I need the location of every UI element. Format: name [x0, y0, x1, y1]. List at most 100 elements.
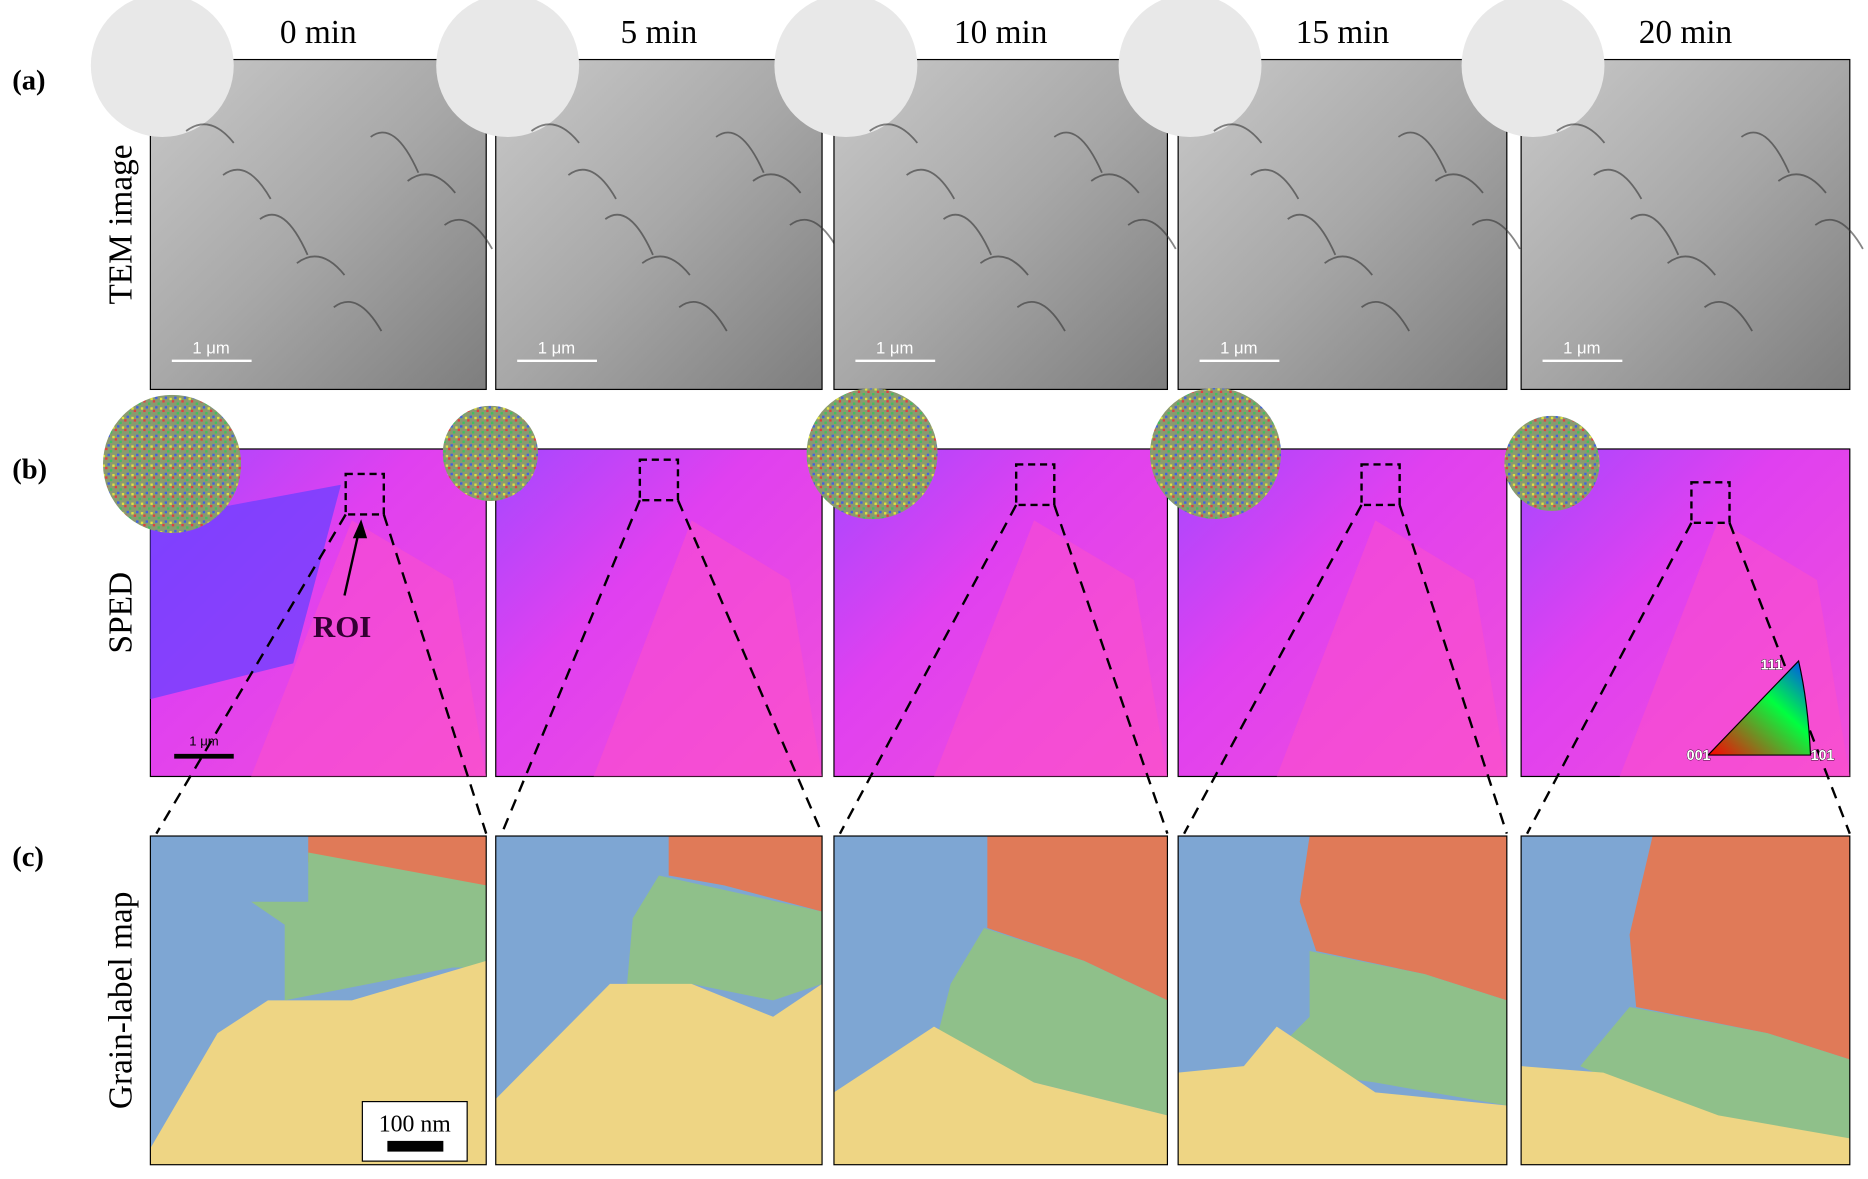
grain-orange	[1629, 836, 1850, 1060]
tem-dislocation	[1287, 213, 1337, 256]
zoom-line	[1053, 504, 1169, 835]
panel-border	[1520, 835, 1851, 1166]
tem-dislocation	[1250, 168, 1300, 200]
zoom-line	[1183, 504, 1363, 835]
sped-hole	[1504, 416, 1599, 511]
panel-border	[495, 835, 823, 1166]
column-header: 15 min	[1296, 14, 1390, 51]
tem-dislocation	[604, 213, 654, 256]
ipf-triangle	[1706, 659, 1812, 756]
roi-box	[638, 458, 680, 502]
zoom-line	[155, 513, 347, 835]
tem-dislocation	[567, 168, 617, 200]
tem-dislocation	[1703, 301, 1753, 332]
tem-dislocation	[869, 123, 919, 144]
tem-dislocation	[641, 255, 691, 276]
tem-dislocation	[407, 173, 456, 194]
roi-box	[344, 472, 385, 516]
tem-dislocation	[1814, 218, 1864, 250]
sped-panel	[807, 388, 1169, 835]
zoom-line	[1398, 504, 1508, 835]
panel-border	[149, 835, 487, 1166]
tem-panel: 1 μm	[774, 0, 1177, 391]
sped-grain	[934, 520, 1168, 777]
scale-bar-box	[361, 1100, 468, 1162]
tem-dislocation	[530, 123, 580, 144]
roi-box	[1360, 463, 1401, 507]
grain-green	[251, 852, 487, 1001]
grain-yellow	[1178, 1026, 1507, 1165]
panel-border	[833, 835, 1169, 1166]
tem-dislocation	[1630, 213, 1680, 256]
grain-orange	[1299, 836, 1507, 1001]
sped-hole	[807, 388, 938, 519]
sped-hole	[103, 395, 241, 533]
ipf-label: 111	[1760, 657, 1782, 673]
grain-orange	[668, 836, 823, 912]
tem-dislocation	[979, 255, 1029, 276]
sped-grain	[593, 520, 823, 777]
row-label: (c)	[12, 842, 44, 873]
sped-grain	[150, 484, 341, 700]
scale-bar-label: 100 nm	[379, 1111, 452, 1137]
tem-hole	[774, 0, 918, 137]
tem-hole	[1118, 0, 1262, 137]
tem-dislocation	[678, 301, 728, 332]
tem-dislocation	[942, 213, 992, 256]
roi-box	[1014, 463, 1056, 507]
row-title: Grain-label map	[102, 892, 139, 1109]
tem-dislocation	[1016, 301, 1066, 332]
tem-dislocation	[370, 131, 420, 174]
scale-bar-label: 1 μm	[538, 339, 575, 358]
grain-yellow	[495, 983, 823, 1165]
panel-border	[1177, 835, 1508, 1166]
tem-hole	[436, 0, 580, 137]
row-label: (b)	[12, 455, 47, 486]
tem-dislocation	[1213, 123, 1263, 144]
sped-panel	[1504, 416, 1851, 835]
tem-dislocation	[906, 168, 956, 200]
sped-panel	[1150, 388, 1508, 835]
tem-dislocation	[789, 218, 839, 250]
grain-map-panel	[1520, 835, 1851, 1166]
grain-map-panel	[833, 835, 1169, 1166]
tem-dislocation	[1361, 301, 1410, 332]
row-title: TEM image	[102, 144, 139, 304]
ipf-label: 101	[1811, 748, 1835, 764]
tem-dislocation	[1471, 218, 1521, 250]
tem-dislocation	[1556, 123, 1606, 144]
scale-bar-label: 1 μm	[876, 339, 913, 358]
tem-panel: 1 μm	[436, 0, 839, 391]
roi-arrow-head	[352, 519, 368, 539]
tem-dislocation	[1053, 131, 1103, 174]
scale-bar-label: 1 μm	[1220, 339, 1257, 358]
tem-dislocation	[222, 168, 272, 200]
grain-map-panel	[495, 835, 823, 1166]
tem-panel: 1 μm	[1118, 0, 1521, 391]
zoom-line	[382, 514, 488, 835]
column-header: 20 min	[1639, 14, 1733, 51]
sped-grain	[1276, 520, 1507, 777]
column-header: 0 min	[280, 14, 357, 51]
scale-bar-label: 1 μm	[189, 734, 218, 749]
tem-dislocation	[1740, 131, 1790, 174]
tem-dislocation	[1324, 255, 1373, 276]
column-header: 10 min	[954, 14, 1048, 51]
tem-dislocation	[185, 123, 235, 144]
zoom-line	[1526, 522, 1693, 835]
grain-map-panel	[1177, 835, 1508, 1166]
column-header: 5 min	[620, 14, 697, 51]
tem-dislocation	[1090, 173, 1140, 194]
tem-hole	[90, 0, 234, 137]
grain-green	[1580, 1006, 1850, 1139]
row-label: (a)	[12, 65, 45, 96]
sped-panel	[443, 406, 824, 835]
grain-yellow	[1521, 1066, 1850, 1165]
sped-hole	[1150, 388, 1281, 519]
grain-yellow	[833, 1026, 1168, 1165]
roi-box	[1690, 481, 1731, 524]
sped-panel	[103, 395, 488, 835]
scale-bar-label: 1 μm	[1563, 339, 1600, 358]
tem-panel: 1 μm	[1461, 0, 1864, 391]
roi-label: ROI	[313, 609, 371, 644]
